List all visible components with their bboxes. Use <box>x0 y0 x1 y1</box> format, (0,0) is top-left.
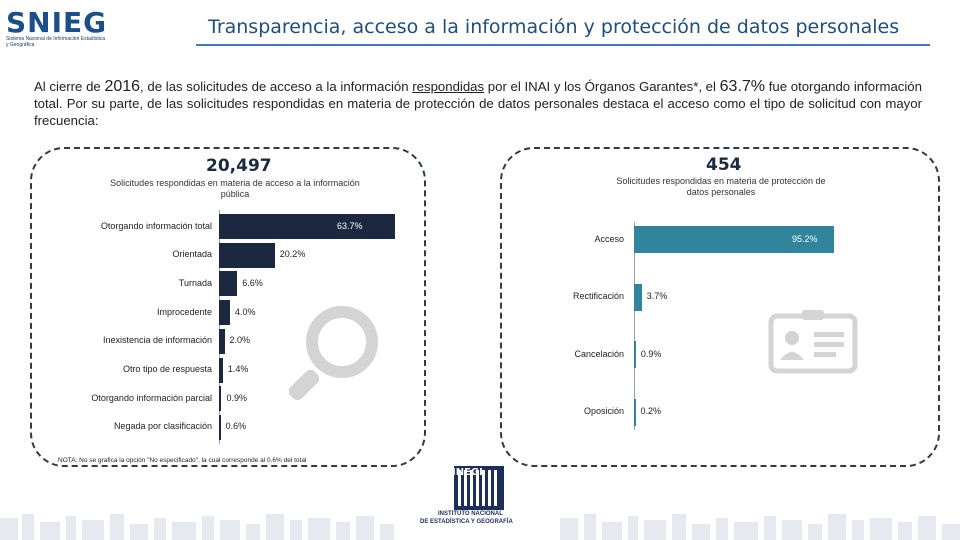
access-panel <box>30 147 426 467</box>
inegi-name-2: DE ESTADÍSTICA Y GEOGRAFÍA <box>420 519 513 525</box>
value-label: 6.6% <box>242 277 263 288</box>
bar-turnada <box>219 271 238 297</box>
bar-rectificacion <box>634 283 642 311</box>
data-protection-panel <box>500 147 940 467</box>
category-label: Cancelación <box>574 348 624 359</box>
category-label: Acceso <box>594 233 624 244</box>
value-label: 63.7% <box>337 220 363 231</box>
inegi-logo-text: INEGI <box>452 467 483 478</box>
inegi-logo <box>454 466 504 510</box>
bar-otorgando-informacion-parcial <box>219 386 222 412</box>
value-label: 20.2% <box>279 249 306 260</box>
intro-paragraph: Al cierre de 2016, de las solicitudes de… <box>34 78 922 128</box>
value-label: 0.9% <box>640 348 662 359</box>
snieg-logo: SNIEG <box>6 6 108 39</box>
category-label: Negada por clasificación <box>113 421 212 432</box>
magnifier-icon <box>288 306 378 401</box>
inegi-name-1: INSTITUTO NACIONAL <box>438 511 503 517</box>
value-label: 3.7% <box>646 291 668 301</box>
value-label: 0.2% <box>640 406 662 416</box>
category-label: Otorgando información parcial <box>91 392 212 403</box>
category-label: Otorgando información total <box>100 220 212 231</box>
value-label: 1.4% <box>227 364 249 374</box>
category-label: Rectificación <box>572 291 624 301</box>
category-label: Oposición <box>583 406 624 416</box>
bar-negada-por-clasificacion <box>219 414 221 440</box>
protection-total: 454 <box>706 155 742 175</box>
snieg-logo-subtitle: Sistema Nacional de Información Estadíst… <box>6 36 106 48</box>
page-title: Transparencia, acceso a la información y… <box>208 16 900 38</box>
bar-otorgando-informacion-total <box>219 214 395 239</box>
category-label: Orientada <box>172 249 212 260</box>
category-label: Improcedente <box>156 306 212 317</box>
value-label: 2.0% <box>229 335 251 346</box>
category-label: Turnada <box>178 277 212 288</box>
value-label: 95.2% <box>792 233 818 244</box>
value-label: 0.6% <box>225 421 247 432</box>
footer-pattern <box>0 514 960 540</box>
chart-axis <box>219 210 220 444</box>
bar-acceso <box>634 226 834 253</box>
bar-orientada <box>219 242 275 268</box>
value-label: 4.0% <box>235 306 256 317</box>
bar-cancelacion <box>634 341 636 368</box>
value-label: 0.9% <box>226 392 247 403</box>
id-card-icon <box>768 310 858 374</box>
access-subtitle: Solicitudes respondidas en materia de ac… <box>110 178 360 199</box>
chart-axis <box>634 222 635 430</box>
bar-improcedente <box>219 300 231 326</box>
category-label: Otro tipo de respuesta <box>122 364 212 374</box>
header-divider <box>196 44 930 46</box>
bar-otro-tipo-de-respuesta <box>219 357 223 383</box>
access-total: 20,497 <box>206 156 272 176</box>
protection-subtitle: Solicitudes respondidas en materia de pr… <box>616 176 826 197</box>
bar-inexistencia-de-informacion <box>219 328 225 354</box>
chart-note: NOTA: No se grafica la opción "No especi… <box>58 457 307 464</box>
bar-oposicion <box>634 398 636 426</box>
category-label: Inexistencia de información <box>102 335 212 346</box>
